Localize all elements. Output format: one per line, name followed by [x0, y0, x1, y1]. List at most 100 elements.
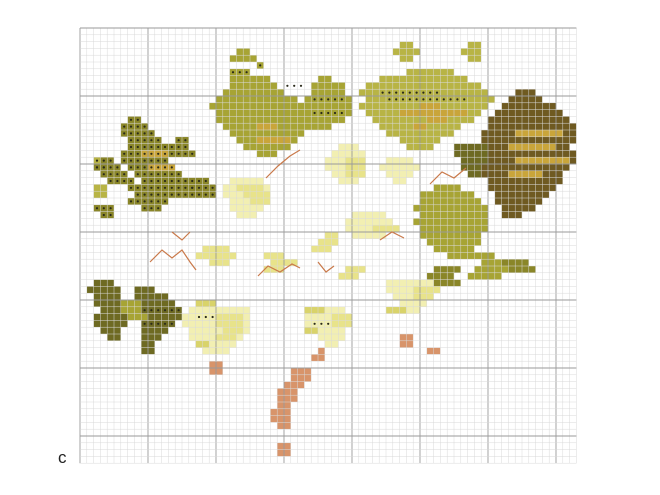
- grape-stitch: [331, 320, 352, 328]
- stem-stitch: [270, 408, 291, 416]
- stitch-symbol: [150, 152, 153, 155]
- grape-stitch: [413, 293, 434, 300]
- stitch-symbol: [109, 213, 112, 217]
- grape-stitch: [338, 272, 359, 280]
- grape-stitch: [304, 313, 352, 321]
- leaf-stitch: [488, 150, 577, 158]
- grape-stitch: [195, 300, 216, 307]
- stitch-symbol: [231, 71, 235, 74]
- grape-stitch: [209, 259, 230, 266]
- stitch-symbol: [129, 132, 133, 135]
- stitch-symbol: [136, 193, 139, 196]
- grape-stitch: [263, 252, 284, 260]
- stitch-symbol: [197, 315, 201, 319]
- stitch-symbol: [157, 207, 160, 210]
- stitch-symbol: [204, 315, 207, 319]
- stitch-symbol: [157, 322, 160, 325]
- grape-stitch: [188, 306, 250, 314]
- stitch-symbol: [129, 145, 133, 149]
- stitch-symbol: [157, 200, 160, 203]
- stitch-symbol: [150, 179, 153, 183]
- leaf-stitch: [311, 123, 332, 130]
- leaf-stitch: [372, 116, 475, 124]
- tendril-line: [257, 263, 301, 277]
- stitch-symbol: [157, 139, 160, 142]
- stitch-symbol: [163, 173, 167, 176]
- stitch-symbol: [463, 98, 466, 101]
- grape-stitch: [216, 334, 237, 341]
- leaf-vein-stitch: [256, 136, 291, 144]
- grape-stitch: [311, 245, 332, 253]
- stitch-symbol: [136, 145, 139, 149]
- stitch-symbol: [408, 91, 411, 94]
- stitch-symbol: [170, 173, 173, 176]
- stitch-symbol: [143, 309, 146, 312]
- stitch-symbol: [238, 71, 241, 74]
- leaf-stitch: [501, 211, 522, 219]
- stem-stitch: [318, 347, 325, 355]
- stitch-symbol: [129, 139, 133, 142]
- stitch-symbol: [136, 173, 139, 176]
- leaf-stitch: [379, 75, 468, 83]
- grape-stitch: [386, 306, 407, 314]
- stitch-symbol: [184, 179, 187, 183]
- leaf-stitch: [120, 306, 142, 314]
- stitch-symbol: [395, 91, 398, 94]
- leaf-stitch: [243, 143, 291, 151]
- leaf-stitch: [488, 123, 577, 130]
- leaf-stitch: [86, 286, 121, 294]
- stitch-symbol: [116, 166, 119, 169]
- stitch-symbol: [136, 118, 139, 121]
- stitch-symbol: [395, 98, 398, 101]
- stitch-symbol: [415, 98, 418, 101]
- leaf-stitch: [134, 293, 169, 300]
- panel-label: c: [58, 448, 67, 467]
- tendril-lines: [149, 149, 467, 277]
- stitch-symbol: [170, 193, 173, 196]
- stitch-symbol: [143, 132, 146, 135]
- leaf-stitch: [406, 68, 454, 76]
- stitch-symbol: [170, 152, 173, 155]
- stitch-symbol: [327, 111, 330, 115]
- leaf-stitch: [413, 204, 488, 212]
- stitch-symbol: [320, 111, 323, 115]
- grape-stitch: [311, 306, 346, 314]
- stitch-symbol: [150, 159, 153, 162]
- stitch-symbol: [157, 179, 160, 183]
- stitch-symbol: [157, 166, 160, 169]
- stitch-symbol: [102, 159, 105, 162]
- stitch-symbol: [136, 125, 139, 128]
- stitch-symbol: [340, 98, 343, 101]
- stitch-symbol: [170, 166, 173, 169]
- leaf-stitch: [481, 259, 502, 266]
- grape-stitch: [345, 218, 393, 226]
- stitch-symbol: [123, 152, 126, 155]
- stitch-symbol: [163, 309, 167, 312]
- stitch-symbol: [333, 98, 337, 101]
- stitch-symbol: [150, 145, 153, 149]
- stitch-symbol: [388, 91, 391, 94]
- stitch-symbol: [401, 98, 405, 101]
- stitch-symbol: [95, 159, 99, 162]
- stitch-symbol: [401, 91, 405, 94]
- stitch-symbol: [150, 186, 153, 189]
- stitch-symbol: [163, 166, 167, 169]
- leaf-stitch: [100, 327, 121, 334]
- stitch-symbol: [456, 98, 459, 101]
- stitch-symbol: [129, 152, 133, 155]
- stitch-symbol: [143, 139, 146, 142]
- grape-stitch: [229, 204, 264, 212]
- leaf-stitch: [454, 150, 488, 158]
- stitch-symbol: [191, 152, 194, 155]
- stitch-symbol: [327, 98, 330, 101]
- stitch-symbol: [163, 186, 167, 189]
- stitch-symbol: [123, 173, 126, 176]
- stitch-symbol: [184, 152, 187, 155]
- leaf-stitch: [420, 198, 482, 205]
- leaf-vein-stitch: [508, 143, 556, 151]
- stitch-symbol: [157, 159, 160, 162]
- stitch-symbol: [109, 179, 112, 183]
- stitch-symbol: [143, 179, 146, 183]
